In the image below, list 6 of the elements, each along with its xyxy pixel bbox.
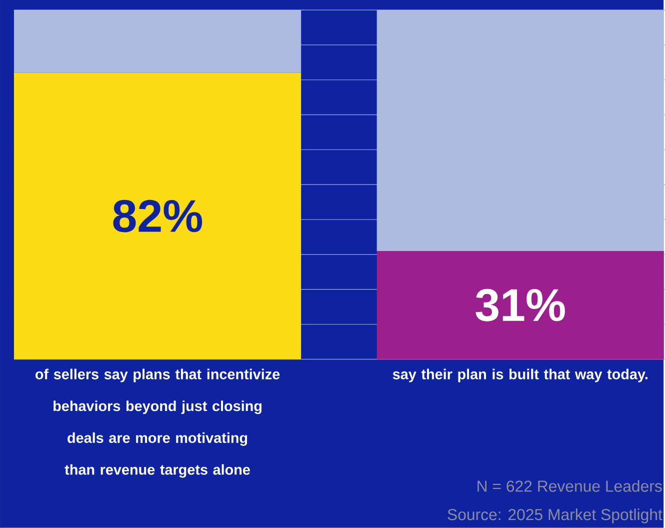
category-label: of sellers say plans that incentivize behaviors beyond just closing deals are more motivating than revenue targets alone [36,368,280,478]
source-note: Source: 2025 Market Spotlight [448,508,662,524]
data-label: 31% [476,288,565,322]
x-tick-label: say their plan is built that way today. [392,368,648,382]
text: N = 622 Revenue Leaders [478,480,662,492]
data-label: 82% [113,200,202,232]
